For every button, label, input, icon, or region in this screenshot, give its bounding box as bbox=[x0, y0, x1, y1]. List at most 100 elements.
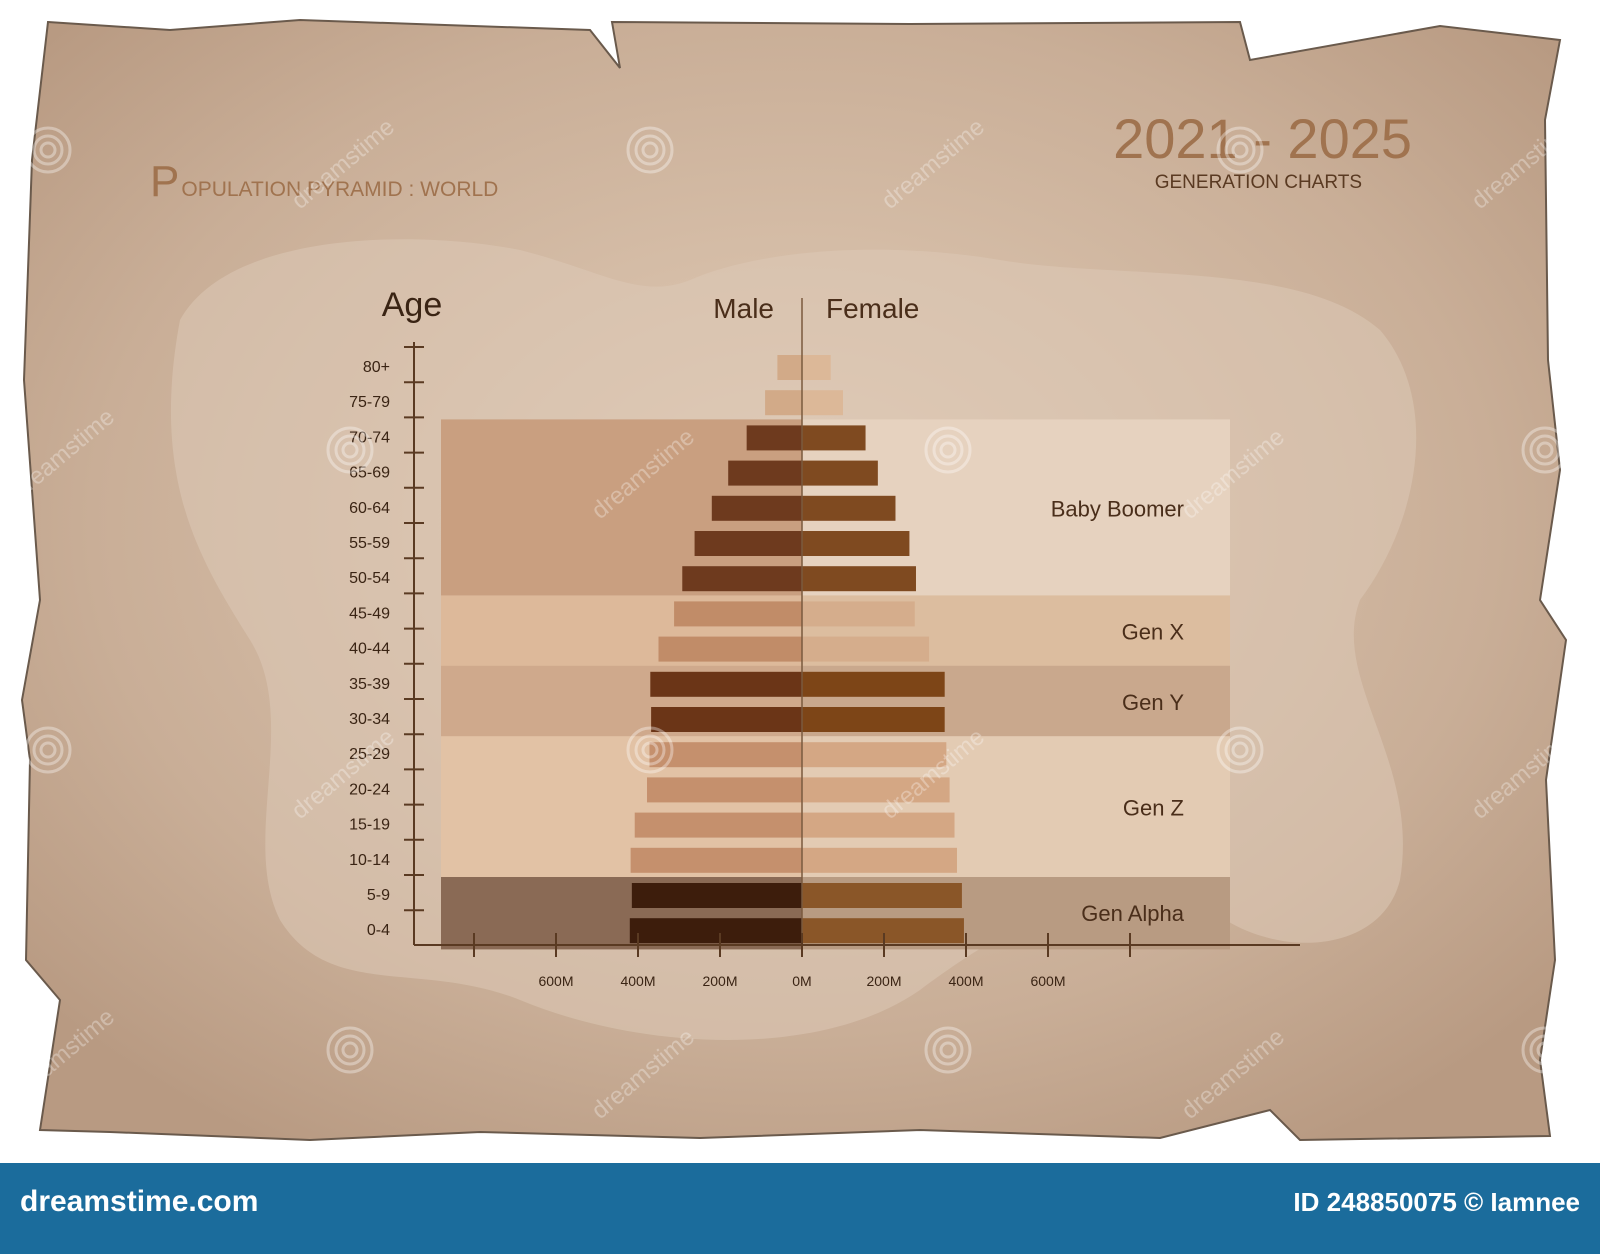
watermark-spiral-ring bbox=[641, 141, 659, 159]
bar-male-35-39 bbox=[650, 671, 802, 697]
watermark-spiral-ring bbox=[1529, 434, 1561, 466]
watermark-spiral-ring bbox=[939, 441, 957, 459]
chart-subtitle: GENERATION CHARTS bbox=[1155, 172, 1362, 193]
bar-male-80+ bbox=[777, 355, 802, 380]
footer-site-name[interactable]: dreamstime.com bbox=[20, 1185, 259, 1218]
watermark-spiral-ring bbox=[1536, 1041, 1554, 1059]
bar-male-20-24 bbox=[647, 777, 802, 803]
bar-male-65-69 bbox=[728, 460, 802, 486]
watermark-spiral-ring bbox=[39, 141, 57, 159]
bar-female-50-54 bbox=[802, 566, 916, 592]
x-tick-label-6: 600M bbox=[1030, 973, 1065, 989]
bar-female-65-69 bbox=[802, 460, 878, 486]
y-tick-label-25-29: 25-29 bbox=[349, 746, 390, 763]
x-tick-label-1: 400M bbox=[620, 973, 655, 989]
axes-group bbox=[404, 298, 1300, 957]
generation-label-4: Gen Alpha bbox=[1081, 901, 1185, 926]
year-range: 2021 - 2025 bbox=[1113, 107, 1412, 170]
watermark-spiral-ring bbox=[32, 734, 64, 766]
bar-male-30-34 bbox=[651, 707, 802, 732]
y-tick-label-70-74: 70-74 bbox=[349, 429, 390, 446]
y-tick-label-75-79: 75-79 bbox=[349, 394, 390, 411]
bar-male-40-44 bbox=[658, 636, 802, 662]
bar-female-0-4 bbox=[802, 918, 964, 944]
bar-male-70-74 bbox=[746, 425, 802, 451]
bars-group bbox=[629, 355, 964, 944]
footer-bar: dreamstime.com ID 248850075 © Iamnee bbox=[0, 1163, 1600, 1254]
watermark-spiral-ring bbox=[932, 434, 964, 466]
watermark-spiral-icon bbox=[326, 1026, 374, 1074]
bar-female-25-29 bbox=[802, 742, 947, 768]
bar-male-10-14 bbox=[630, 847, 802, 873]
watermark-spiral-ring bbox=[634, 134, 666, 166]
watermark-spiral-ring bbox=[939, 1041, 957, 1059]
watermark-spiral-icon bbox=[924, 1026, 972, 1074]
watermark-spiral-icon bbox=[1521, 426, 1569, 474]
bar-male-25-29 bbox=[649, 742, 802, 768]
watermark-spiral-ring bbox=[1224, 734, 1256, 766]
generation-label-3: Gen Z bbox=[1123, 796, 1184, 821]
watermark-spiral-icon bbox=[326, 426, 374, 474]
y-tick-label-55-59: 55-59 bbox=[349, 535, 390, 552]
y-tick-label-50-54: 50-54 bbox=[349, 570, 390, 587]
watermark-spiral-ring bbox=[1224, 134, 1256, 166]
watermark-spiral-ring bbox=[32, 134, 64, 166]
bar-female-75-79 bbox=[802, 390, 843, 416]
x-tick-label-2: 200M bbox=[702, 973, 737, 989]
bar-male-45-49 bbox=[674, 601, 802, 627]
x-tick-label-3: 0M bbox=[792, 973, 811, 989]
watermark-spiral-ring bbox=[932, 1034, 964, 1066]
watermark-spiral-ring bbox=[334, 434, 366, 466]
watermark-spiral-icon bbox=[24, 726, 72, 774]
bar-female-80+ bbox=[802, 355, 831, 380]
bar-male-60-64 bbox=[711, 495, 802, 521]
bar-female-35-39 bbox=[802, 671, 945, 697]
bar-female-45-49 bbox=[802, 601, 915, 627]
bar-female-30-34 bbox=[802, 707, 945, 732]
bar-female-15-19 bbox=[802, 812, 955, 838]
watermark-spiral-icon bbox=[24, 126, 72, 174]
watermark-spiral-ring bbox=[334, 1034, 366, 1066]
watermark-spiral-icon bbox=[1216, 126, 1264, 174]
chart-title: POPULATION PYRAMID : WORLD bbox=[150, 157, 498, 206]
watermark-spiral-ring bbox=[1231, 141, 1249, 159]
male-label: Male bbox=[713, 293, 774, 324]
bar-male-75-79 bbox=[765, 390, 802, 416]
watermark-spiral-ring bbox=[341, 441, 359, 459]
x-tick-label-5: 400M bbox=[948, 973, 983, 989]
y-tick-label-65-69: 65-69 bbox=[349, 465, 390, 482]
watermark-spiral-icon bbox=[924, 426, 972, 474]
y-tick-label-20-24: 20-24 bbox=[349, 781, 390, 798]
bar-female-5-9 bbox=[802, 883, 962, 908]
female-label: Female bbox=[826, 293, 919, 324]
generation-label-1: Gen X bbox=[1122, 620, 1185, 645]
watermark-spiral-ring bbox=[1529, 1034, 1561, 1066]
generation-label-0: Baby Boomer bbox=[1051, 496, 1184, 521]
watermark-spiral-ring bbox=[1536, 441, 1554, 459]
y-tick-label-15-19: 15-19 bbox=[349, 817, 390, 834]
y-tick-label-80+: 80+ bbox=[363, 359, 390, 376]
y-tick-label-30-34: 30-34 bbox=[349, 711, 390, 728]
watermark-spiral-icon bbox=[626, 126, 674, 174]
bar-female-40-44 bbox=[802, 636, 930, 662]
bar-male-50-54 bbox=[682, 566, 802, 592]
y-tick-label-35-39: 35-39 bbox=[349, 676, 390, 693]
bar-male-15-19 bbox=[634, 812, 802, 838]
bar-female-70-74 bbox=[802, 425, 866, 451]
y-tick-label-40-44: 40-44 bbox=[349, 641, 390, 658]
x-tick-label-0: 600M bbox=[538, 973, 573, 989]
watermark-spiral-ring bbox=[341, 1041, 359, 1059]
bar-male-5-9 bbox=[631, 883, 802, 908]
watermark-spiral-ring bbox=[1231, 741, 1249, 759]
title-rest: OPULATION PYRAMID : WORLD bbox=[181, 178, 498, 201]
bar-female-20-24 bbox=[802, 777, 950, 803]
bar-female-60-64 bbox=[802, 495, 896, 521]
watermark-spiral-icon bbox=[1216, 726, 1264, 774]
watermark-spiral-icon bbox=[1521, 1026, 1569, 1074]
x-tick-label-4: 200M bbox=[866, 973, 901, 989]
labels-group: Baby Boomer Gen X Gen Y Gen Z Gen Alpha 80+ 75… bbox=[349, 286, 1185, 989]
bar-female-55-59 bbox=[802, 531, 910, 556]
watermark-spiral-ring bbox=[634, 734, 666, 766]
